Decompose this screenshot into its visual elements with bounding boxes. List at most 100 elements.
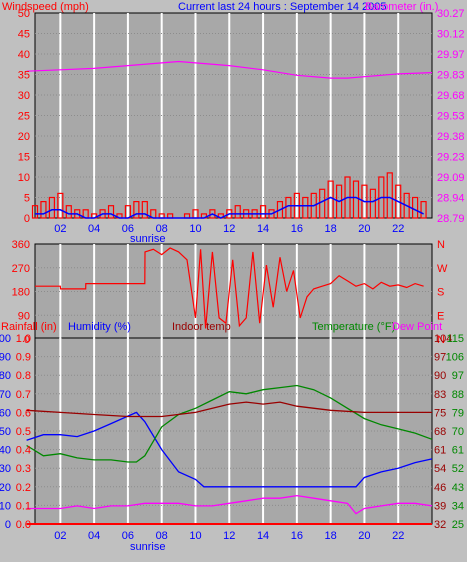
wind-gust-bar <box>107 205 115 219</box>
wind-gust-bar <box>395 184 402 219</box>
barometer-tick-label: 29.23 <box>437 152 465 164</box>
temperature-line <box>26 384 433 463</box>
temperature-tick-label: 43 <box>452 482 464 494</box>
hour-tick-label: 12 <box>223 223 235 235</box>
rainfall-tick-label: 0.8 <box>16 370 31 382</box>
dewpoint-axis-label: Dew Point <box>392 321 442 333</box>
chart-title: Current last 24 hours : September 14 200… <box>178 1 387 13</box>
hour-tick-label: 14 <box>257 223 269 235</box>
windspeed-tick-label: 20 <box>18 131 30 143</box>
tick-labels: 0 5 10 15 20 25 30 35 40 45 50 28.79 28.94 29.09 29.23… <box>0 8 465 542</box>
rainfall-tick-label: 0.9 <box>16 352 31 364</box>
dewpoint-tick-label: 46 <box>434 482 446 494</box>
hour-tick-label: 22 <box>392 530 404 542</box>
wind-gust-bar <box>319 188 326 219</box>
rainfall-tick-label: 0.2 <box>16 482 31 494</box>
hour-tick-label: 08 <box>156 530 168 542</box>
temperature-tick-label: 106 <box>446 352 464 364</box>
wind-gust-bar <box>234 205 241 219</box>
wind-gust-bar <box>259 205 267 219</box>
hour-tick-label: 08 <box>156 223 168 235</box>
humidity-tick-label: 60 <box>0 407 11 419</box>
humidity-tick-label: 20 <box>0 482 11 494</box>
rainfall-tick-label: 1.0 <box>16 333 31 345</box>
hour-tick-label: 20 <box>358 530 370 542</box>
hour-tick-label: 18 <box>325 530 337 542</box>
direction-compass-label: W <box>437 263 448 275</box>
direction-degree-label: 360 <box>12 239 30 251</box>
humidity-tick-label: 0 <box>5 519 11 531</box>
barometer-tick-label: 29.09 <box>437 172 465 184</box>
barometer-axis-label: Barometer (in.) <box>365 1 438 13</box>
wind-gust-bar <box>48 196 55 219</box>
dewpoint-tick-label: 90 <box>434 370 446 382</box>
direction-compass-label: N <box>437 239 445 251</box>
barometer-tick-label: 30.27 <box>437 8 465 20</box>
dewpoint-tick-label: 39 <box>434 500 446 512</box>
temperature-tick-label: 61 <box>452 445 464 457</box>
windspeed-axis-label: Windspeed (mph) <box>2 1 89 13</box>
wind-average-line <box>35 196 424 219</box>
windspeed-tick-label: 35 <box>18 70 30 82</box>
wind-gust-bar <box>386 172 393 219</box>
humidity-axis-label: Humidity (%) <box>68 321 131 333</box>
temperature-tick-label: 88 <box>452 389 464 401</box>
wind-gust-bar <box>276 201 284 219</box>
wind-gust-bar <box>141 201 148 219</box>
windspeed-tick-label: 45 <box>18 29 30 41</box>
hour-tick-label: 06 <box>122 530 134 542</box>
humidity-tick-label: 90 <box>0 352 11 364</box>
direction-compass-label: E <box>437 310 444 322</box>
sunrise-label-top: sunrise <box>130 233 165 245</box>
windspeed-tick-label: 25 <box>18 111 30 123</box>
dewpoint-tick-label: 104 <box>434 333 452 345</box>
direction-degree-label: 90 <box>18 310 30 322</box>
hour-tick-label: 18 <box>325 223 337 235</box>
windspeed-tick-label: 5 <box>24 193 30 205</box>
hour-tick-label: 16 <box>291 530 303 542</box>
dewpoint-tick-label: 54 <box>434 463 446 475</box>
wind-gust-bar <box>369 188 376 219</box>
data-marks <box>26 60 433 525</box>
temperature-tick-label: 25 <box>452 519 464 531</box>
wind-gust-bar <box>133 201 140 219</box>
temperature-tick-label: 34 <box>452 500 464 512</box>
temperature-axis-label: Temperature (°F) <box>312 321 395 333</box>
dewpoint-line <box>26 494 433 515</box>
hour-tick-label: 10 <box>189 223 201 235</box>
barometer-line <box>26 60 433 79</box>
barometer-tick-label: 29.83 <box>437 70 465 82</box>
rainfall-tick-label: 0.0 <box>16 519 31 531</box>
rainfall-tick-label: 0.5 <box>16 426 31 438</box>
hour-tick-label: 02 <box>54 530 66 542</box>
hour-tick-label: 02 <box>54 223 66 235</box>
rainfall-tick-label: 0.4 <box>16 445 31 457</box>
temperature-tick-label: 70 <box>452 426 464 438</box>
dewpoint-tick-label: 61 <box>434 445 446 457</box>
humidity-tick-label: 80 <box>0 370 11 382</box>
windspeed-tick-label: 30 <box>18 90 30 102</box>
humidity-tick-label: 100 <box>0 333 11 345</box>
temperature-tick-label: 52 <box>452 463 464 475</box>
dewpoint-tick-label: 83 <box>434 389 446 401</box>
rainfall-tick-label: 0.7 <box>16 389 31 401</box>
hour-tick-label: 06 <box>122 223 134 235</box>
direction-degree-label: 180 <box>12 287 30 299</box>
barometer-tick-label: 29.53 <box>437 111 465 123</box>
sunrise-label-bottom: sunrise <box>130 541 165 553</box>
wind-gust-bar <box>31 205 39 219</box>
humidity-tick-label: 70 <box>0 389 11 401</box>
barometer-tick-label: 28.79 <box>437 213 465 225</box>
humidity-tick-label: 30 <box>0 463 11 475</box>
direction-compass-label: S <box>437 287 444 299</box>
rainfall-axis-label: Rainfall (in) <box>1 321 57 333</box>
humidity-tick-label: 50 <box>0 426 11 438</box>
rainfall-tick-label: 0.3 <box>16 463 31 475</box>
hour-tick-label: 04 <box>88 530 100 542</box>
barometer-tick-label: 29.38 <box>437 131 465 143</box>
hour-tick-label: 12 <box>223 530 235 542</box>
humidity-tick-label: 40 <box>0 445 11 457</box>
direction-degree-label: 270 <box>12 263 30 275</box>
